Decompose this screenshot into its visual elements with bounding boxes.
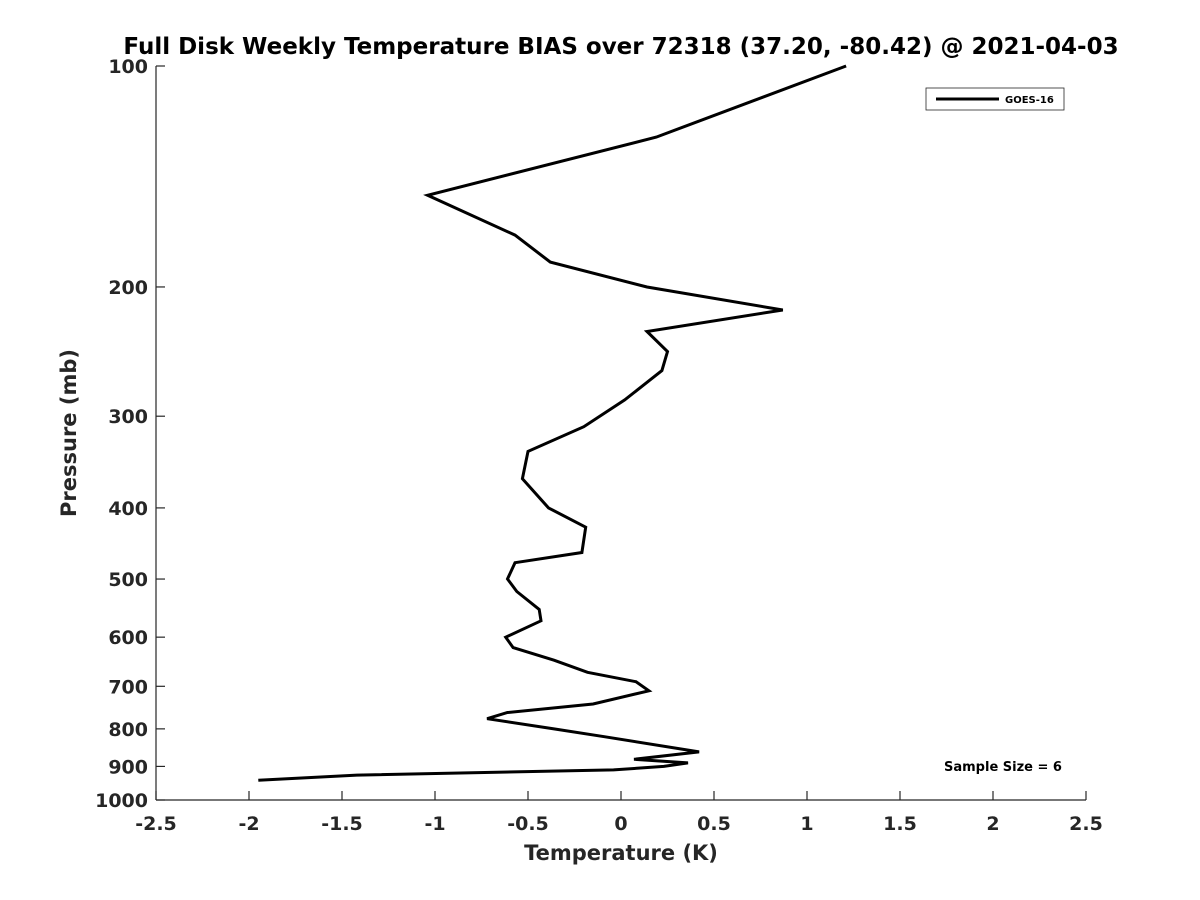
y-tick-label: 100 — [108, 56, 148, 78]
x-tick-label: 0.5 — [697, 813, 731, 835]
sample-size-annotation: Sample Size = 6 — [944, 760, 1062, 775]
y-tick-label: 500 — [108, 569, 148, 591]
y-tick-label: 800 — [108, 719, 148, 741]
chart-title: Full Disk Weekly Temperature BIAS over 7… — [123, 34, 1118, 60]
y-axis-label: Pressure (mb) — [57, 349, 81, 517]
x-tick-label: 1 — [800, 813, 813, 835]
x-tick-label: -0.5 — [507, 813, 549, 835]
y-tick-label: 600 — [108, 627, 148, 649]
x-tick-label: -2.5 — [135, 813, 177, 835]
series-line-goes-16 — [258, 64, 847, 782]
x-tick-label: 0 — [614, 813, 627, 835]
legend-label-goes-16: GOES-16 — [1005, 95, 1054, 106]
y-tick-label: 400 — [108, 498, 148, 520]
x-axis-label: Temperature (K) — [524, 841, 718, 865]
x-tick-label: -1 — [424, 813, 445, 835]
y-tick-label: 200 — [108, 277, 148, 299]
y-tick-label: 900 — [108, 756, 148, 778]
series-layer — [258, 64, 847, 782]
x-tick-label: 1.5 — [883, 813, 917, 835]
y-tick-label: 1000 — [95, 790, 148, 812]
axes — [155, 66, 1086, 801]
legend: GOES-16 — [925, 87, 1065, 111]
y-ticks: 100 200 300 400 500 600 700 800 900 1000 — [95, 56, 165, 812]
x-ticks: -2.5 -2 -1.5 -1 -0.5 0 0.5 1 1.5 2 2.5 — [135, 791, 1103, 835]
x-tick-label: 2.5 — [1069, 813, 1103, 835]
y-tick-label: 300 — [108, 406, 148, 428]
x-tick-label: -1.5 — [321, 813, 363, 835]
x-tick-label: -2 — [238, 813, 259, 835]
y-tick-label: 700 — [108, 676, 148, 698]
x-tick-label: 2 — [986, 813, 999, 835]
